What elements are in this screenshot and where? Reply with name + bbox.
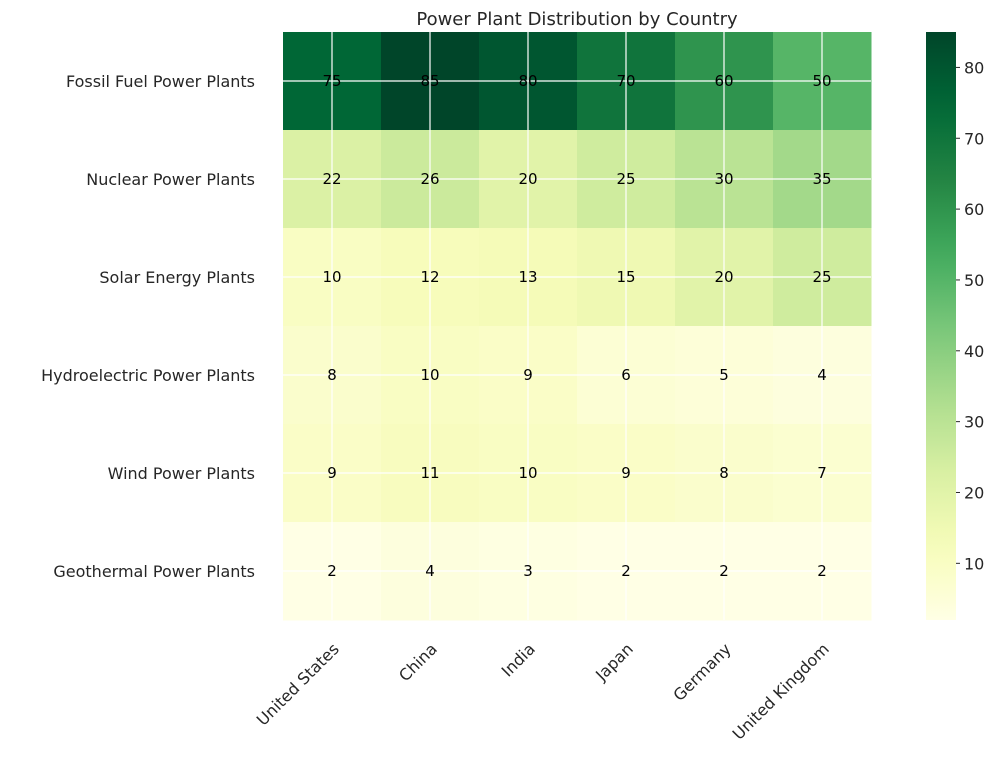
column-tick-labels: United States China India Japan GermanyUnite… bbox=[253, 639, 833, 743]
column-tick-label: United Kingdom bbox=[729, 639, 833, 743]
row-tick-label: Nuclear Power Plants bbox=[86, 170, 255, 189]
colorbar-tick-label: 80 bbox=[964, 58, 984, 77]
cell-value-label: 20 bbox=[714, 268, 733, 286]
cell-value-label: 60 bbox=[714, 72, 733, 90]
cell-value-label: 8 bbox=[327, 366, 337, 384]
cell-value-label: 7 bbox=[817, 464, 827, 482]
column-tick-label: United States bbox=[253, 639, 343, 729]
cell-value-label: 25 bbox=[616, 170, 635, 188]
cell-value-label: 2 bbox=[621, 562, 631, 580]
colorbar-gradient bbox=[926, 32, 956, 620]
colorbar-tick-label: 50 bbox=[964, 271, 984, 290]
cell-value-label: 11 bbox=[420, 464, 439, 482]
row-tick-labels: Fossil Fuel Power Plants Nuclear Power Pl… bbox=[41, 72, 255, 581]
row-tick-label: Geothermal Power Plants bbox=[53, 562, 255, 581]
column-tick-label: Japan bbox=[591, 639, 637, 685]
cell-value-label: 15 bbox=[616, 268, 635, 286]
cell-value-label: 2 bbox=[327, 562, 337, 580]
cell-value-label: 20 bbox=[518, 170, 537, 188]
row-tick-label: Wind Power Plants bbox=[108, 464, 255, 483]
cell-value-label: 10 bbox=[322, 268, 341, 286]
row-tick-label: Hydroelectric Power Plants bbox=[41, 366, 255, 385]
colorbar: 10 20 30 40 50 60 70 80 bbox=[926, 32, 984, 620]
cell-value-label: 70 bbox=[616, 72, 635, 90]
row-tick-label: Fossil Fuel Power Plants bbox=[66, 72, 255, 91]
cell-value-label: 8 bbox=[719, 464, 729, 482]
cell-value-label: 4 bbox=[425, 562, 435, 580]
cell-value-label: 80 bbox=[518, 72, 537, 90]
colorbar-tick-label: 70 bbox=[964, 129, 984, 148]
colorbar-tick-label: 40 bbox=[964, 342, 984, 361]
cell-value-label: 5 bbox=[719, 366, 729, 384]
cell-value-label: 2 bbox=[817, 562, 827, 580]
column-tick-label: China bbox=[395, 639, 441, 685]
cell-value-label: 6 bbox=[621, 366, 631, 384]
chart-title: Power Plant Distribution by Country bbox=[416, 9, 738, 30]
heatmap-grid bbox=[283, 32, 871, 620]
cell-value-label: 12 bbox=[420, 268, 439, 286]
cell-value-label: 22 bbox=[322, 170, 341, 188]
cell-value-label: 50 bbox=[812, 72, 831, 90]
colorbar-tick-label: 60 bbox=[964, 200, 984, 219]
heatmap-cells bbox=[283, 32, 872, 621]
cell-value-label: 9 bbox=[621, 464, 631, 482]
cell-value-label: 4 bbox=[817, 366, 827, 384]
cell-value-label: 26 bbox=[420, 170, 439, 188]
colorbar-tick-label: 30 bbox=[964, 413, 984, 432]
cell-value-label: 2 bbox=[719, 562, 729, 580]
cell-value-label: 30 bbox=[714, 170, 733, 188]
colorbar-tick-label: 10 bbox=[964, 554, 984, 573]
colorbar-tick-label: 20 bbox=[964, 483, 984, 502]
row-tick-label: Solar Energy Plants bbox=[99, 268, 255, 287]
cell-value-label: 9 bbox=[327, 464, 337, 482]
cell-value-label: 10 bbox=[420, 366, 439, 384]
cell-value-label: 25 bbox=[812, 268, 831, 286]
cell-value-label: 85 bbox=[420, 72, 439, 90]
cell-value-label: 35 bbox=[812, 170, 831, 188]
cell-value-label: 3 bbox=[523, 562, 533, 580]
cell-value-label: 13 bbox=[518, 268, 537, 286]
column-tick-label: India bbox=[498, 639, 539, 680]
cell-value-label: 10 bbox=[518, 464, 537, 482]
column-tick-label: Germany bbox=[669, 639, 734, 704]
cell-value-label: 9 bbox=[523, 366, 533, 384]
cell-value-label: 75 bbox=[322, 72, 341, 90]
